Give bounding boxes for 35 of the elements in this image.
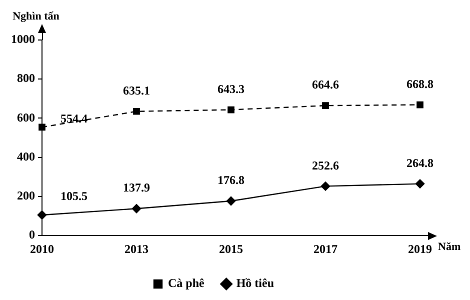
y-tick-label: 1000 xyxy=(11,32,35,46)
legend-label: Cà phê xyxy=(168,276,206,290)
point xyxy=(133,108,140,115)
x-tick-label: 2013 xyxy=(124,242,148,256)
data-label: 137.9 xyxy=(123,180,150,195)
data-label: 643.3 xyxy=(218,82,244,96)
data-label: 635.1 xyxy=(123,83,150,98)
point xyxy=(228,106,234,114)
point xyxy=(322,102,329,110)
x-tick-label: 2017 xyxy=(314,242,338,256)
legend-label: Hồ tiêu xyxy=(236,276,274,290)
data-label: 105.5 xyxy=(60,189,88,204)
data-label: 264.8 xyxy=(406,156,434,170)
x-tick-label: 2015 xyxy=(219,242,243,256)
y-axis-title: Nghìn tấn xyxy=(12,10,60,22)
data-label: 176.8 xyxy=(218,173,244,188)
x-tick-label: 2010 xyxy=(30,242,54,256)
x-axis-title: Năm xyxy=(438,240,461,253)
point xyxy=(132,204,142,214)
y-tick-label: 600 xyxy=(17,110,35,124)
point xyxy=(320,182,330,191)
data-label: 252.6 xyxy=(312,158,339,172)
y-tick-label: 800 xyxy=(17,71,35,86)
point xyxy=(37,210,47,220)
y-tick-label: 200 xyxy=(17,188,35,203)
x-tick-label: 2019 xyxy=(408,242,432,256)
y-tick-label: 0 xyxy=(29,228,35,242)
point xyxy=(416,101,424,108)
point xyxy=(226,196,236,206)
data-label: 668.8 xyxy=(406,76,434,91)
point xyxy=(38,124,46,131)
y-tick-label: 400 xyxy=(17,149,35,164)
data-label: 554.4 xyxy=(60,111,88,126)
point xyxy=(415,179,425,188)
data-label: 664.6 xyxy=(312,78,339,92)
